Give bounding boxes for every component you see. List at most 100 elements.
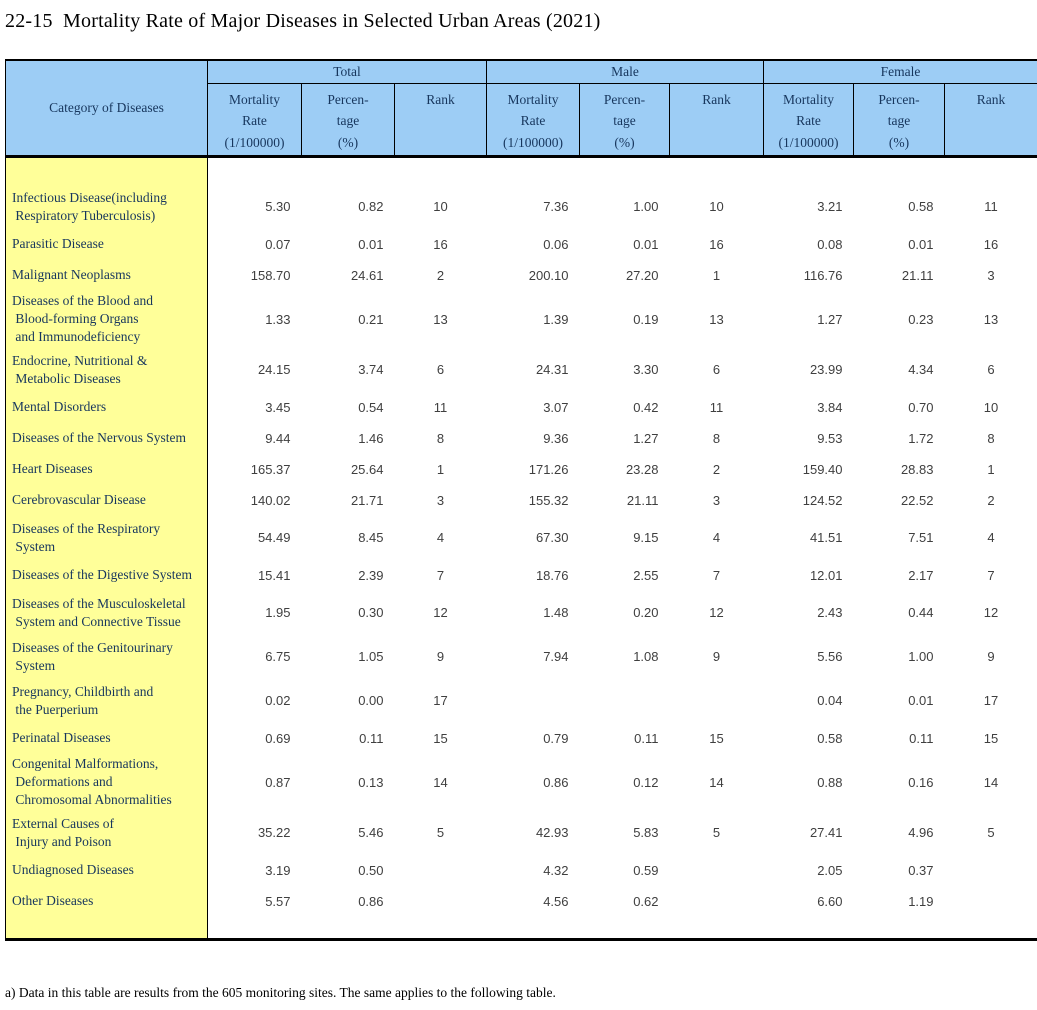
female-pct-value: 22.52 (854, 485, 945, 516)
total-rate-value: 1.95 (208, 591, 302, 635)
row-category: Diseases of the Genitourinary System (6, 635, 208, 679)
table-row: Infectious Disease(including Respiratory… (6, 185, 1037, 229)
row-category: Cerebrovascular Disease (6, 485, 208, 516)
male-rank-value: 1 (670, 260, 764, 291)
total-pct-value: 0.86 (302, 886, 395, 917)
table-header: Category of Diseases Total Male Female M… (6, 60, 1037, 157)
female-rank-value: 1 (945, 454, 1037, 485)
male-rank-value: 14 (670, 754, 764, 811)
col-header-male-rank: Rank (670, 83, 764, 157)
female-pct-value: 0.70 (854, 392, 945, 423)
col-header-female-pct: Percen- tage (%) (854, 83, 945, 157)
total-rank-value: 14 (395, 754, 487, 811)
male-pct-value: 5.83 (580, 811, 670, 855)
total-pct-value: 0.13 (302, 754, 395, 811)
male-rate-value: 0.06 (487, 229, 580, 260)
male-rank-value: 11 (670, 392, 764, 423)
total-rate-value: 3.45 (208, 392, 302, 423)
mortality-table: Category of Diseases Total Male Female M… (5, 59, 1037, 941)
total-pct-value: 0.01 (302, 229, 395, 260)
total-pct-value: 0.50 (302, 855, 395, 886)
col-header-male-rate: Mortality Rate (1/100000) (487, 83, 580, 157)
female-pct-value: 4.96 (854, 811, 945, 855)
female-pct-value: 0.01 (854, 229, 945, 260)
male-pct-value: 0.42 (580, 392, 670, 423)
male-rate-value: 24.31 (487, 348, 580, 392)
total-rate-value: 54.49 (208, 516, 302, 560)
male-rank-value: 5 (670, 811, 764, 855)
female-pct-value: 1.19 (854, 886, 945, 917)
male-rank-value: 13 (670, 291, 764, 348)
female-rank-value: 5 (945, 811, 1037, 855)
total-rank-value: 4 (395, 516, 487, 560)
data-area-spacer (208, 917, 1037, 940)
table-row: Pregnancy, Childbirth and the Puerperium… (6, 679, 1037, 723)
female-rate-value: 3.84 (764, 392, 854, 423)
row-category: Diseases of the Nervous System (6, 423, 208, 454)
male-rate-value: 171.26 (487, 454, 580, 485)
female-rank-value: 11 (945, 185, 1037, 229)
total-pct-value: 1.46 (302, 423, 395, 454)
total-rank-value: 12 (395, 591, 487, 635)
table-row: Diseases of the Musculoskeletal System a… (6, 591, 1037, 635)
total-rate-value: 1.33 (208, 291, 302, 348)
row-category: Diseases of the Musculoskeletal System a… (6, 591, 208, 635)
male-rate-value: 18.76 (487, 560, 580, 591)
total-pct-value: 25.64 (302, 454, 395, 485)
total-pct-value: 21.71 (302, 485, 395, 516)
total-rate-value: 15.41 (208, 560, 302, 591)
male-rank-value: 8 (670, 423, 764, 454)
row-category: Malignant Neoplasms (6, 260, 208, 291)
female-rate-value: 2.43 (764, 591, 854, 635)
male-pct-value: 1.27 (580, 423, 670, 454)
female-rank-value: 4 (945, 516, 1037, 560)
male-rate-value: 1.39 (487, 291, 580, 348)
male-pct-value: 0.62 (580, 886, 670, 917)
total-rate-value: 9.44 (208, 423, 302, 454)
male-rank-value: 9 (670, 635, 764, 679)
spacer-row (6, 157, 1037, 185)
female-rate-value: 6.60 (764, 886, 854, 917)
total-pct-value: 8.45 (302, 516, 395, 560)
female-rank-value: 3 (945, 260, 1037, 291)
total-rank-value (395, 886, 487, 917)
male-pct-value: 0.20 (580, 591, 670, 635)
male-rank-value (670, 886, 764, 917)
female-rate-value: 1.27 (764, 291, 854, 348)
male-rate-value: 3.07 (487, 392, 580, 423)
male-rank-value: 10 (670, 185, 764, 229)
male-pct-value: 0.59 (580, 855, 670, 886)
category-column-spacer (6, 157, 208, 185)
table-row: Congenital Malformations, Deformations a… (6, 754, 1037, 811)
female-pct-value: 0.44 (854, 591, 945, 635)
female-rank-value: 6 (945, 348, 1037, 392)
total-rank-value: 10 (395, 185, 487, 229)
total-pct-value: 0.21 (302, 291, 395, 348)
total-rank-value: 16 (395, 229, 487, 260)
male-pct-value: 0.12 (580, 754, 670, 811)
total-rank-value: 13 (395, 291, 487, 348)
row-category: Perinatal Diseases (6, 723, 208, 754)
female-rate-value: 124.52 (764, 485, 854, 516)
female-pct-value: 2.17 (854, 560, 945, 591)
row-category: Mental Disorders (6, 392, 208, 423)
total-rank-value: 15 (395, 723, 487, 754)
female-rank-value: 13 (945, 291, 1037, 348)
male-rate-value: 4.32 (487, 855, 580, 886)
female-rate-value: 159.40 (764, 454, 854, 485)
footnote: a) Data in this table are results from t… (5, 985, 556, 1001)
total-pct-value: 3.74 (302, 348, 395, 392)
row-category: Diseases of the Respiratory System (6, 516, 208, 560)
table-body: Infectious Disease(including Respiratory… (6, 157, 1037, 940)
page-title: 22-15 Mortality Rate of Major Diseases i… (5, 10, 1037, 33)
total-rate-value: 0.02 (208, 679, 302, 723)
female-pct-value: 28.83 (854, 454, 945, 485)
male-pct-value: 0.19 (580, 291, 670, 348)
